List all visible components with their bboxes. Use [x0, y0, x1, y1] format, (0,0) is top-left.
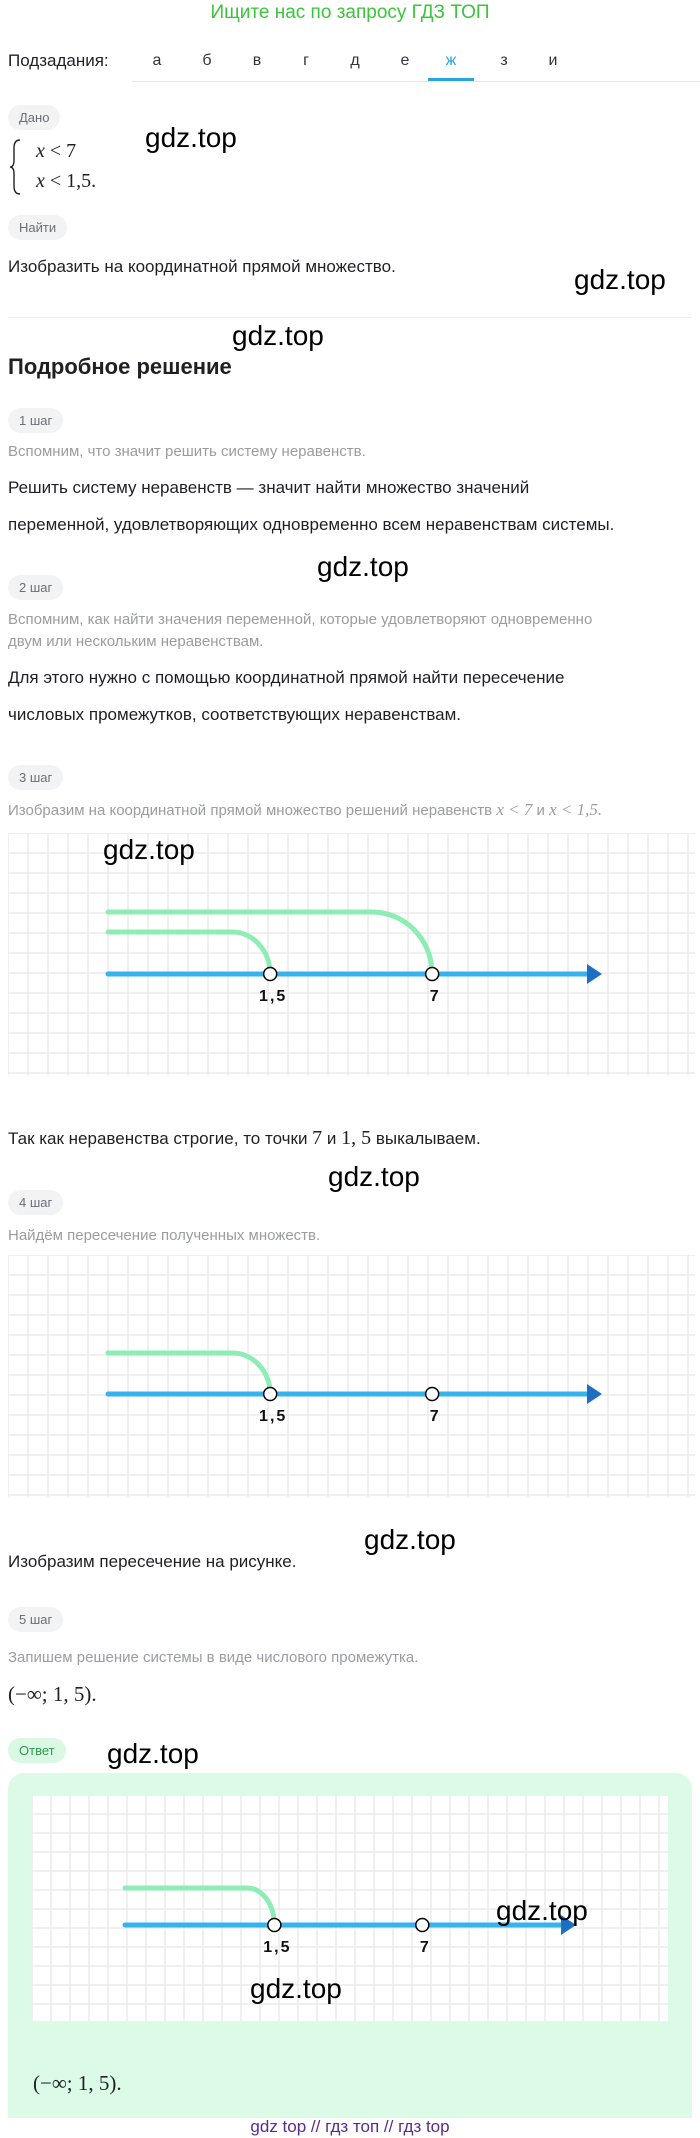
solution-ray [105, 909, 435, 977]
given-badge: Дано [8, 105, 61, 130]
tab-z[interactable]: з [500, 52, 508, 69]
watermark: gdz.top [145, 122, 237, 153]
point-label: 7 [430, 988, 441, 1005]
watermark: gdz.top [317, 551, 409, 582]
point-label: 1,5 [263, 1939, 291, 1956]
tab-i[interactable]: и [548, 52, 558, 69]
divider [8, 317, 692, 318]
subtasks-label: Подзадания: [8, 51, 109, 70]
axis-arrow-icon [587, 964, 602, 984]
watermark: gdz.top [574, 264, 666, 295]
point-label: 1,5 [259, 988, 287, 1005]
tab-a[interactable]: а [152, 52, 162, 69]
footer-links: gdz top // гдз топ // гдз top [250, 2117, 450, 2136]
watermark: gdz.top [107, 1738, 199, 1769]
open-point [424, 966, 440, 982]
inequality-1: x < 7 [36, 140, 77, 162]
find-badge: Найти [8, 215, 68, 240]
step-5-hint: Запишем решение системы в виде числового… [8, 1649, 419, 1666]
number-line-chart-1: 1,5 7 [8, 833, 695, 1075]
tab-d[interactable]: д [350, 52, 360, 69]
step-3-badge: 3 шаг [8, 765, 64, 790]
point-label: 7 [420, 1939, 431, 1956]
step-2-hint-2: двум или нескольким неравенствам. [8, 633, 264, 650]
inequality-system: x < 7 x < 1,5. [8, 138, 128, 196]
watermark: gdz.top [232, 320, 324, 351]
open-point [424, 1386, 440, 1402]
axis-arrow-icon [587, 1384, 602, 1404]
watermark: gdz.top [364, 1524, 456, 1555]
point-label: 1,5 [259, 1408, 287, 1425]
grid-background [8, 833, 695, 1075]
watermark: gdz.top [250, 1973, 342, 2004]
watermark: gdz.top [328, 1161, 420, 1192]
watermark: gdz.top [103, 834, 195, 865]
open-point [262, 966, 278, 982]
step-1-badge: 1 шаг [8, 408, 64, 433]
step-5-result: (−∞; 1, 5). [8, 1682, 97, 1706]
brace-icon [9, 139, 21, 195]
grid-background [8, 1255, 695, 1497]
tab-zh[interactable]: ж [428, 48, 474, 81]
step-3-hint: Изобразим на координатной прямой множест… [8, 800, 603, 819]
step-1-hint: Вспомним, что значит решить систему нера… [8, 443, 366, 460]
watermark: gdz.top [496, 1895, 588, 1926]
solution-title: Подробное решение [8, 354, 232, 379]
subtasks-tabs: а б в г д е ж з и [132, 48, 700, 82]
step-1-line-1: Решить систему неравенств — значит найти… [8, 478, 530, 497]
point-label: 7 [430, 1408, 441, 1425]
number-line-chart-2: 1,5 7 [8, 1255, 695, 1497]
answer-badge: Ответ [8, 1738, 66, 1763]
tab-g[interactable]: г [303, 52, 309, 69]
axis-arrow-icon [561, 1915, 576, 1935]
answer-result: (−∞; 1, 5). [33, 2071, 122, 2095]
open-point [262, 1386, 278, 1402]
step-2-hint-1: Вспомним, как найти значения переменной,… [8, 611, 593, 628]
search-banner: Ищите нас по запросу ГДЗ ТОП [210, 2, 490, 23]
find-text: Изобразить на координатной прямой множес… [8, 257, 396, 276]
number-line-chart-answer: 1,5 7 [32, 1795, 668, 2021]
tab-e[interactable]: е [400, 52, 410, 69]
inequality-2: x < 1,5. [36, 170, 97, 192]
solution-ray [105, 1350, 273, 1397]
step-1-line-2: переменной, удовлетворяющих одновременно… [8, 515, 615, 534]
step-3-conclusion: Так как неравенства строгие, то точки 7 … [8, 1127, 481, 1149]
step-2-line-1: Для этого нужно с помощью координатной п… [8, 668, 565, 687]
solution-ray [105, 929, 273, 977]
step-4-hint: Найдём пересечение полученных множеств. [8, 1227, 321, 1244]
step-4-badge: 4 шаг [8, 1190, 64, 1215]
open-point [267, 1917, 282, 1933]
step-2-line-2: числовых промежутков, соответствующих не… [8, 705, 462, 724]
step-4-after: Изобразим пересечение на рисунке. [8, 1552, 297, 1571]
open-point [415, 1917, 430, 1933]
tab-v[interactable]: в [252, 52, 262, 69]
step-5-badge: 5 шаг [8, 1607, 64, 1632]
tab-b[interactable]: б [202, 52, 212, 69]
step-2-badge: 2 шаг [8, 575, 64, 600]
